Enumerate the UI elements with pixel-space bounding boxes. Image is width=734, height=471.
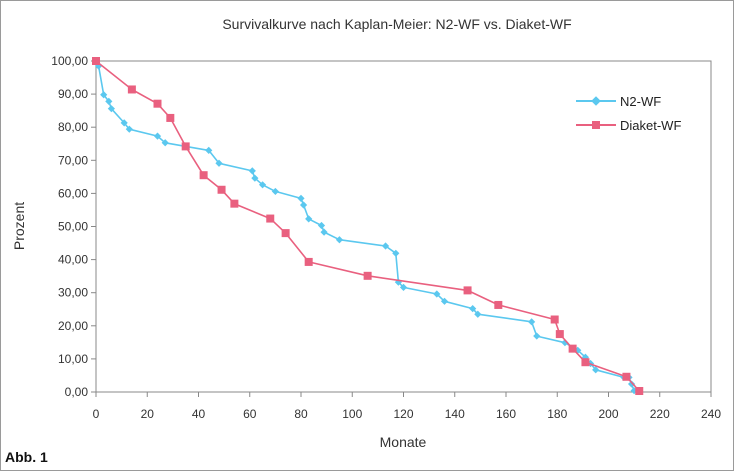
- data-point-diaket-wf: [217, 185, 226, 194]
- y-axis-label: Prozent: [11, 202, 27, 250]
- data-point-n2-wf: [100, 91, 108, 99]
- data-point-n2-wf: [399, 283, 408, 292]
- y-tick-label: 60,00: [58, 186, 88, 200]
- data-point-n2-wf: [533, 332, 541, 340]
- data-point-n2-wf: [299, 201, 308, 209]
- legend-swatch-n2-wf: [576, 94, 616, 108]
- data-point-n2-wf: [469, 304, 477, 313]
- y-tick-label: 10,00: [58, 352, 88, 366]
- data-point-n2-wf: [592, 366, 600, 374]
- data-point-n2-wf: [561, 339, 569, 347]
- data-point-diaket-wf: [581, 358, 590, 367]
- legend-label-diaket-wf: Diaket-WF: [620, 117, 682, 133]
- data-point-diaket-wf: [635, 387, 644, 396]
- y-tick-label: 50,00: [58, 220, 88, 234]
- x-tick-label: 160: [496, 407, 516, 421]
- data-point-n2-wf: [305, 215, 313, 223]
- data-point-n2-wf: [251, 174, 259, 182]
- data-point-diaket-wf: [363, 271, 372, 280]
- figure-label: Abb. 1: [5, 449, 48, 465]
- x-tick-label: 100: [342, 407, 362, 421]
- data-point-diaket-wf: [153, 99, 162, 108]
- data-point-diaket-wf: [266, 214, 275, 223]
- x-tick-label: 80: [294, 407, 308, 421]
- x-tick-label: 220: [650, 407, 670, 421]
- legend-item-n2-wf: N2-WF: [576, 89, 681, 113]
- data-point-diaket-wf: [281, 229, 290, 238]
- diamond-marker-icon: [591, 96, 601, 106]
- data-point-n2-wf: [392, 249, 400, 257]
- data-point-n2-wf: [528, 318, 536, 326]
- data-point-diaket-wf: [463, 286, 472, 295]
- data-point-n2-wf: [627, 380, 636, 388]
- data-point-diaket-wf: [166, 113, 175, 122]
- data-point-diaket-wf: [181, 142, 190, 151]
- data-point-n2-wf: [433, 290, 441, 298]
- data-point-n2-wf: [94, 62, 103, 70]
- y-tick-label: 30,00: [58, 286, 88, 300]
- y-tick-label: 0,00: [65, 385, 89, 399]
- legend-swatch-diaket-wf: [576, 118, 616, 132]
- chart-title: Survivalkurve nach Kaplan-Meier: N2-WF v…: [222, 16, 571, 32]
- legend-item-diaket-wf: Diaket-WF: [576, 113, 681, 137]
- legend-label-n2-wf: N2-WF: [620, 93, 662, 109]
- x-tick-label: 180: [547, 407, 567, 421]
- data-point-n2-wf: [258, 181, 267, 189]
- data-point-n2-wf: [440, 297, 449, 305]
- data-point-n2-wf: [630, 387, 638, 395]
- data-point-n2-wf: [474, 310, 482, 318]
- data-point-n2-wf: [105, 97, 113, 105]
- data-point-diaket-wf: [622, 372, 631, 381]
- data-point-n2-wf: [205, 146, 213, 154]
- data-point-diaket-wf: [304, 257, 313, 266]
- x-tick-label: 140: [445, 407, 465, 421]
- data-point-n2-wf: [271, 187, 279, 196]
- x-tick-label: 200: [598, 407, 618, 421]
- x-tick-label: 60: [243, 407, 257, 421]
- data-point-n2-wf: [120, 119, 128, 127]
- y-tick-label: 20,00: [58, 319, 88, 333]
- square-marker-icon: [592, 121, 600, 129]
- x-tick-label: 240: [701, 407, 721, 421]
- data-point-diaket-wf: [127, 85, 136, 94]
- data-point-n2-wf: [153, 132, 162, 140]
- data-point-n2-wf: [107, 105, 115, 113]
- y-tick-label: 80,00: [58, 120, 88, 134]
- data-point-n2-wf: [297, 194, 305, 202]
- data-point-diaket-wf: [199, 171, 208, 180]
- data-point-n2-wf: [335, 236, 344, 244]
- y-tick-label: 70,00: [58, 153, 88, 167]
- data-point-diaket-wf: [230, 199, 239, 208]
- data-point-n2-wf: [161, 139, 169, 147]
- series-line-n2-wf: [95, 60, 635, 391]
- data-point-diaket-wf: [494, 300, 503, 309]
- data-point-n2-wf: [248, 167, 256, 175]
- data-point-diaket-wf: [550, 315, 559, 324]
- data-point-n2-wf: [381, 242, 390, 250]
- x-tick-label: 40: [192, 407, 206, 421]
- data-point-n2-wf: [320, 228, 328, 236]
- legend: N2-WF Diaket-WF: [576, 89, 681, 137]
- x-axis-label: Monate: [380, 434, 427, 450]
- data-point-diaket-wf: [568, 344, 577, 353]
- data-point-n2-wf: [215, 159, 223, 167]
- y-tick-label: 100,00: [51, 54, 88, 68]
- x-tick-label: 120: [393, 407, 413, 421]
- data-point-diaket-wf: [92, 57, 100, 65]
- x-tick-label: 20: [141, 407, 155, 421]
- data-point-diaket-wf: [555, 330, 564, 339]
- y-tick-label: 90,00: [58, 87, 88, 101]
- plot-area: 0 20 40 60 80 100 120 140 160 180 200 220 240 0,00 10,…: [51, 54, 721, 421]
- data-point-n2-wf: [125, 125, 133, 133]
- data-point-n2-wf: [317, 221, 326, 230]
- x-tick-label: 0: [93, 407, 100, 421]
- y-tick-label: 40,00: [58, 253, 88, 267]
